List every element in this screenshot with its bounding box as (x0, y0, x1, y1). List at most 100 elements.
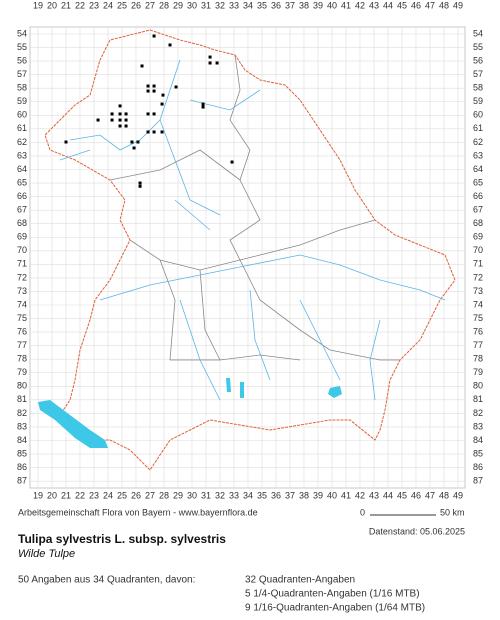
row-label: 68 (473, 218, 483, 228)
column-label: 31 (201, 0, 211, 10)
occurrence (124, 124, 128, 128)
column-label: 32 (215, 0, 225, 10)
summary: 50 Angaben aus 34 Quadranten, davon: (18, 575, 195, 586)
column-label: 43 (369, 0, 379, 10)
row-label: 71 (473, 259, 483, 269)
row-label: 66 (473, 191, 483, 201)
row-label: 62 (17, 137, 27, 147)
occurrence (110, 112, 114, 116)
column-label: 28 (159, 0, 169, 10)
occurrence (146, 112, 150, 116)
occurrence (146, 84, 150, 88)
occurrence (124, 118, 128, 122)
row-label: 82 (17, 408, 27, 418)
column-label: 35 (257, 490, 267, 500)
occurrence (138, 181, 142, 185)
column-label: 34 (243, 0, 253, 10)
occurrence (152, 84, 156, 88)
count-line: 5 1/4-Quadranten-Angaben (1/16 MTB) (245, 589, 420, 600)
row-label: 85 (473, 448, 483, 458)
row-label: 75 (17, 313, 27, 323)
scale-end: 50 km (440, 507, 465, 517)
row-label: 57 (17, 69, 27, 79)
row-label: 54 (17, 28, 27, 38)
column-label: 20 (47, 490, 57, 500)
column-label: 43 (369, 490, 379, 500)
row-label: 66 (17, 191, 27, 201)
column-label: 39 (313, 490, 323, 500)
occurrence (138, 184, 142, 188)
column-label: 24 (103, 0, 113, 10)
occurrence (201, 105, 205, 109)
row-label: 64 (473, 164, 483, 174)
column-label: 20 (47, 0, 57, 10)
row-label: 80 (17, 381, 27, 391)
column-label: 38 (299, 0, 309, 10)
occurrence (140, 64, 144, 68)
occurrence (118, 104, 122, 108)
column-label: 41 (341, 490, 351, 500)
occurrence (161, 93, 165, 97)
column-label: 47 (425, 0, 435, 10)
rivers (59, 59, 446, 401)
occurrence (64, 140, 68, 144)
lake-ammersee (226, 378, 231, 392)
column-label: 40 (327, 0, 337, 10)
row-label: 85 (17, 448, 27, 458)
occurrence (160, 102, 164, 106)
occurrence (152, 89, 156, 93)
occurrence (230, 160, 234, 164)
occurrence (168, 43, 172, 47)
column-label: 21 (61, 0, 71, 10)
column-label: 46 (411, 0, 421, 10)
occurrence (146, 89, 150, 93)
row-label: 73 (17, 286, 27, 296)
occurrence (146, 130, 150, 134)
column-label: 40 (327, 490, 337, 500)
row-label: 60 (473, 110, 483, 120)
lake-bodensee (38, 400, 108, 448)
column-label: 31 (201, 490, 211, 500)
column-label: 25 (117, 490, 127, 500)
count-line: 9 1/16-Quadranten-Angaben (1/64 MTB) (245, 603, 425, 614)
occurrence (152, 112, 156, 116)
credit: Arbeitsgemeinschaft Flora von Bayern - w… (18, 507, 258, 517)
column-label: 19 (33, 490, 43, 500)
column-label: 34 (243, 490, 253, 500)
row-label: 62 (473, 137, 483, 147)
row-label: 67 (17, 205, 27, 215)
row-label: 77 (473, 340, 483, 350)
row-label: 73 (473, 286, 483, 296)
column-label: 49 (453, 490, 463, 500)
occurrence (124, 112, 128, 116)
row-label: 81 (473, 394, 483, 404)
occurrence (201, 102, 205, 106)
row-label: 74 (17, 299, 27, 309)
lake-chiemsee (328, 386, 342, 398)
column-label: 45 (397, 0, 407, 10)
column-label: 37 (285, 490, 295, 500)
row-label: 65 (473, 177, 483, 187)
column-label: 32 (215, 490, 225, 500)
row-label: 78 (473, 354, 483, 364)
column-label: 30 (187, 0, 197, 10)
row-label: 70 (17, 245, 27, 255)
column-label: 41 (341, 0, 351, 10)
column-label: 29 (173, 490, 183, 500)
row-label: 60 (17, 110, 27, 120)
column-label: 46 (411, 490, 421, 500)
occurrence (130, 140, 134, 144)
row-label: 61 (473, 123, 483, 133)
row-label: 56 (17, 55, 27, 65)
row-label: 83 (473, 421, 483, 431)
column-label: 26 (131, 0, 141, 10)
row-label: 80 (473, 381, 483, 391)
occurrence (96, 118, 100, 122)
row-label: 54 (473, 28, 483, 38)
column-label: 21 (61, 490, 71, 500)
row-label: 58 (473, 83, 483, 93)
occurrence (132, 146, 136, 150)
column-label: 36 (271, 490, 281, 500)
scale-start: 0 (360, 507, 365, 517)
